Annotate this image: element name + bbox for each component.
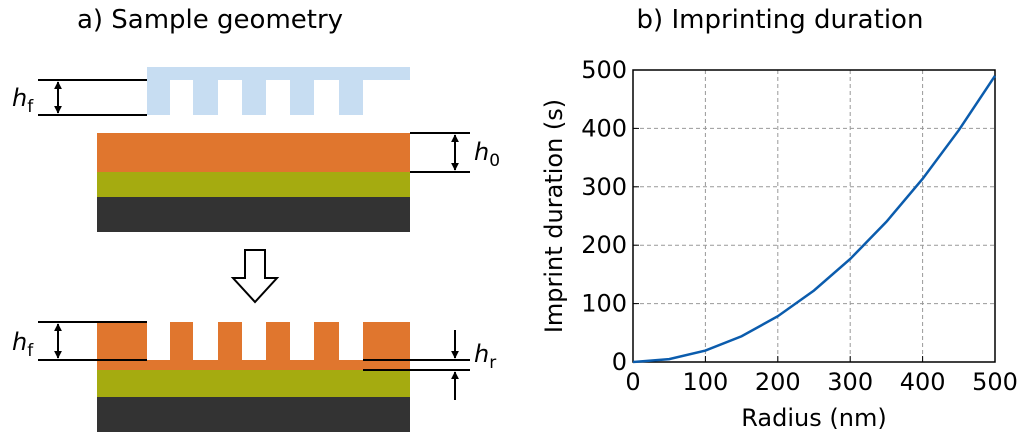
y-axis-label: Imprint duration (s) xyxy=(540,99,568,333)
substrate xyxy=(97,197,410,232)
y-tick-label: 0 xyxy=(612,348,627,376)
under-layer xyxy=(97,370,410,397)
panel-title: a) Sample geometry xyxy=(77,5,343,35)
x-axis-label: Radius (nm) xyxy=(741,404,886,432)
y-tick-label: 500 xyxy=(581,56,627,84)
y-tick-label: 300 xyxy=(581,173,627,201)
substrate xyxy=(97,397,410,432)
x-tick-label: 0 xyxy=(625,368,640,396)
resist-layer xyxy=(97,133,410,172)
y-tick-label: 100 xyxy=(581,290,627,318)
x-tick-label: 200 xyxy=(755,368,801,396)
panel-b: b) Imprinting duration Radius (nm) Impri… xyxy=(540,5,1018,432)
dimension-label: hf xyxy=(12,328,34,361)
y-tick-label: 200 xyxy=(581,231,627,259)
plot-frame xyxy=(633,70,995,362)
dimension-label: h0 xyxy=(474,138,500,171)
x-tick-label: 500 xyxy=(972,368,1018,396)
figure: a) Sample geometry hf h0 xyxy=(0,0,1022,439)
chart-title: b) Imprinting duration xyxy=(637,5,924,35)
dimension-label: hf xyxy=(12,84,34,117)
under-layer xyxy=(97,172,410,197)
x-tick-label: 100 xyxy=(682,368,728,396)
y-tick-label: 400 xyxy=(581,114,627,142)
x-tick-label: 400 xyxy=(900,368,946,396)
process-arrow xyxy=(233,250,277,302)
panel-a: a) Sample geometry hf h0 xyxy=(12,5,500,432)
x-tick-label: 300 xyxy=(827,368,873,396)
dimension-label: hr xyxy=(474,340,496,373)
data-line xyxy=(633,76,995,362)
stamp xyxy=(147,67,410,115)
